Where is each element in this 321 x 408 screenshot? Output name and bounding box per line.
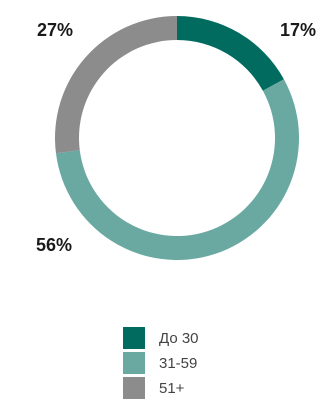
legend-item-under-30: До 30	[123, 327, 199, 349]
legend-item-31-59: 31-59	[123, 352, 199, 374]
legend-swatch-51-plus	[123, 377, 145, 399]
data-label-51-plus: 27%	[37, 20, 73, 40]
legend-swatch-under-30	[123, 327, 145, 349]
legend-label-31-59: 31-59	[159, 354, 198, 372]
legend-label-under-30: До 30	[159, 329, 199, 347]
slice-51-plus	[54, 16, 177, 154]
slice-31-59	[55, 79, 299, 261]
data-label-under-30: 17%	[280, 20, 316, 40]
legend: До 30 31-59 51+	[123, 327, 199, 402]
legend-swatch-31-59	[123, 352, 145, 374]
data-label-31-59: 56%	[36, 235, 72, 255]
legend-item-51-plus: 51+	[123, 377, 199, 399]
slice-under-30	[177, 16, 284, 91]
legend-label-51-plus: 51+	[159, 379, 185, 397]
